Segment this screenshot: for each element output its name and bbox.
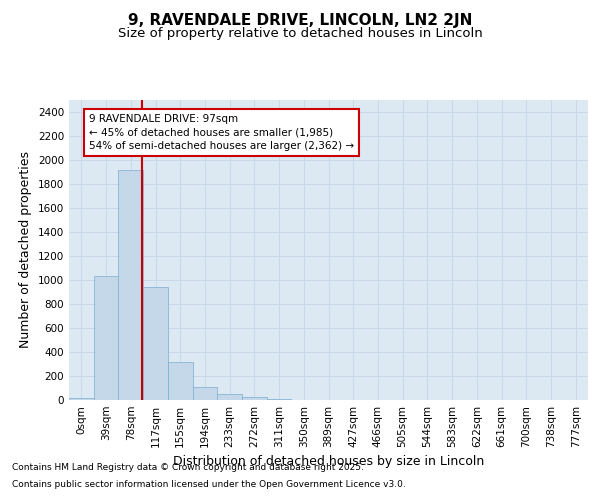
Text: 9 RAVENDALE DRIVE: 97sqm
← 45% of detached houses are smaller (1,985)
54% of sem: 9 RAVENDALE DRIVE: 97sqm ← 45% of detach… — [89, 114, 354, 151]
Text: Size of property relative to detached houses in Lincoln: Size of property relative to detached ho… — [118, 28, 482, 40]
Y-axis label: Number of detached properties: Number of detached properties — [19, 152, 32, 348]
Bar — [242, 397, 267, 400]
Bar — [193, 388, 217, 400]
Bar — [267, 399, 292, 400]
Bar — [94, 276, 118, 400]
Text: Contains HM Land Registry data © Crown copyright and database right 2025.: Contains HM Land Registry data © Crown c… — [12, 464, 364, 472]
Bar — [69, 398, 94, 400]
Bar — [217, 394, 242, 400]
Bar — [118, 170, 143, 400]
X-axis label: Distribution of detached houses by size in Lincoln: Distribution of detached houses by size … — [173, 456, 484, 468]
Bar — [143, 287, 168, 400]
Text: 9, RAVENDALE DRIVE, LINCOLN, LN2 2JN: 9, RAVENDALE DRIVE, LINCOLN, LN2 2JN — [128, 12, 472, 28]
Bar — [168, 362, 193, 400]
Text: Contains public sector information licensed under the Open Government Licence v3: Contains public sector information licen… — [12, 480, 406, 489]
